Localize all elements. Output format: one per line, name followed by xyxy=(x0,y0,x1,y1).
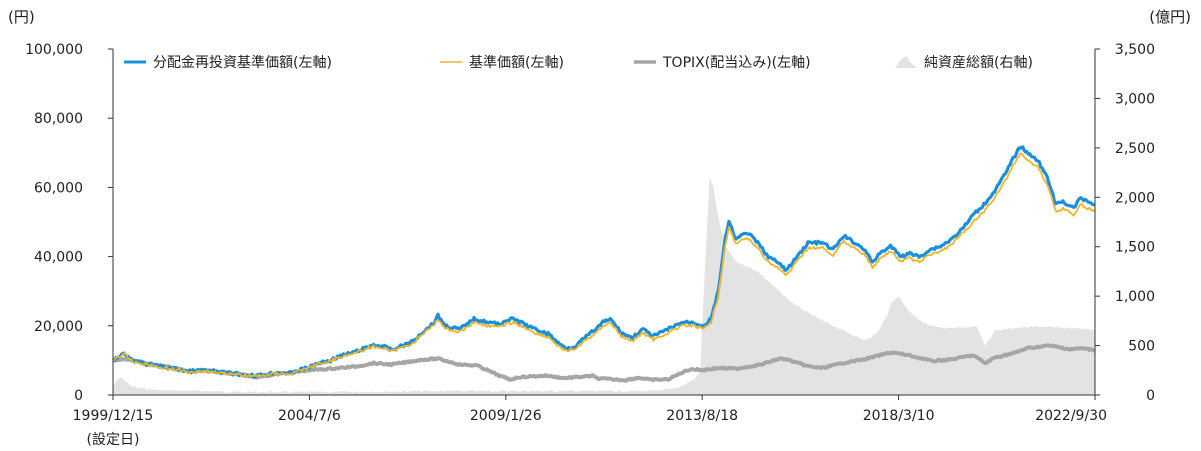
legend-label: 基準価額(左軸) xyxy=(469,54,564,71)
right-tick-label: 3,500 xyxy=(1115,42,1155,58)
x-tick-label: 2022/9/30 xyxy=(1035,408,1107,424)
left-tick-label: 80,000 xyxy=(34,111,83,127)
left-tick-label: 60,000 xyxy=(34,180,83,196)
legend: 分配金再投資基準価額(左軸) 基準価額(左軸) TOPIX(配当込み)(左軸) 純資産… xyxy=(124,54,1033,71)
x-tick-label: 2018/3/10 xyxy=(863,408,935,424)
x-tick-label: 2013/8/18 xyxy=(666,408,738,424)
line-layer xyxy=(111,145,1096,383)
series-nav-line xyxy=(112,152,1096,378)
right-tick-label: 500 xyxy=(1128,339,1155,355)
right-tick-label: 3,000 xyxy=(1115,91,1155,107)
x-tick-label: 2009/1/26 xyxy=(470,408,542,424)
series-net-assets-area xyxy=(113,176,1095,395)
x-tick-label: 2004/7/6 xyxy=(278,408,341,424)
right-tick-label: 2,500 xyxy=(1115,141,1155,157)
axis-layer: 0 20,000 40,000 60,000 80,000 100,000 0 500 1,00… xyxy=(25,42,1155,448)
right-axis-unit: (億円) xyxy=(1149,8,1191,26)
x-tick-label: 1999/12/15 xyxy=(73,408,154,424)
left-tick-label: 0 xyxy=(74,388,83,404)
left-tick-label: 40,000 xyxy=(34,250,83,266)
right-tick-label: 1,000 xyxy=(1115,289,1155,305)
legend-swatch-area xyxy=(895,56,917,68)
right-tick-label: 2,000 xyxy=(1115,190,1155,206)
right-tick-label: 0 xyxy=(1146,388,1155,404)
right-tick-label: 1,500 xyxy=(1115,240,1155,256)
left-tick-label: 20,000 xyxy=(34,319,83,335)
left-tick-label: 100,000 xyxy=(25,42,83,58)
left-axis-unit: (円) xyxy=(8,8,35,26)
legend-label: 分配金再投資基準価額(左軸) xyxy=(153,54,332,71)
area-layer xyxy=(113,176,1095,395)
x-tick-sublabel: (設定日) xyxy=(87,432,140,448)
legend-label: 純資産総額(右軸) xyxy=(924,55,1033,71)
legend-label: TOPIX(配当込み)(左軸) xyxy=(662,55,811,71)
